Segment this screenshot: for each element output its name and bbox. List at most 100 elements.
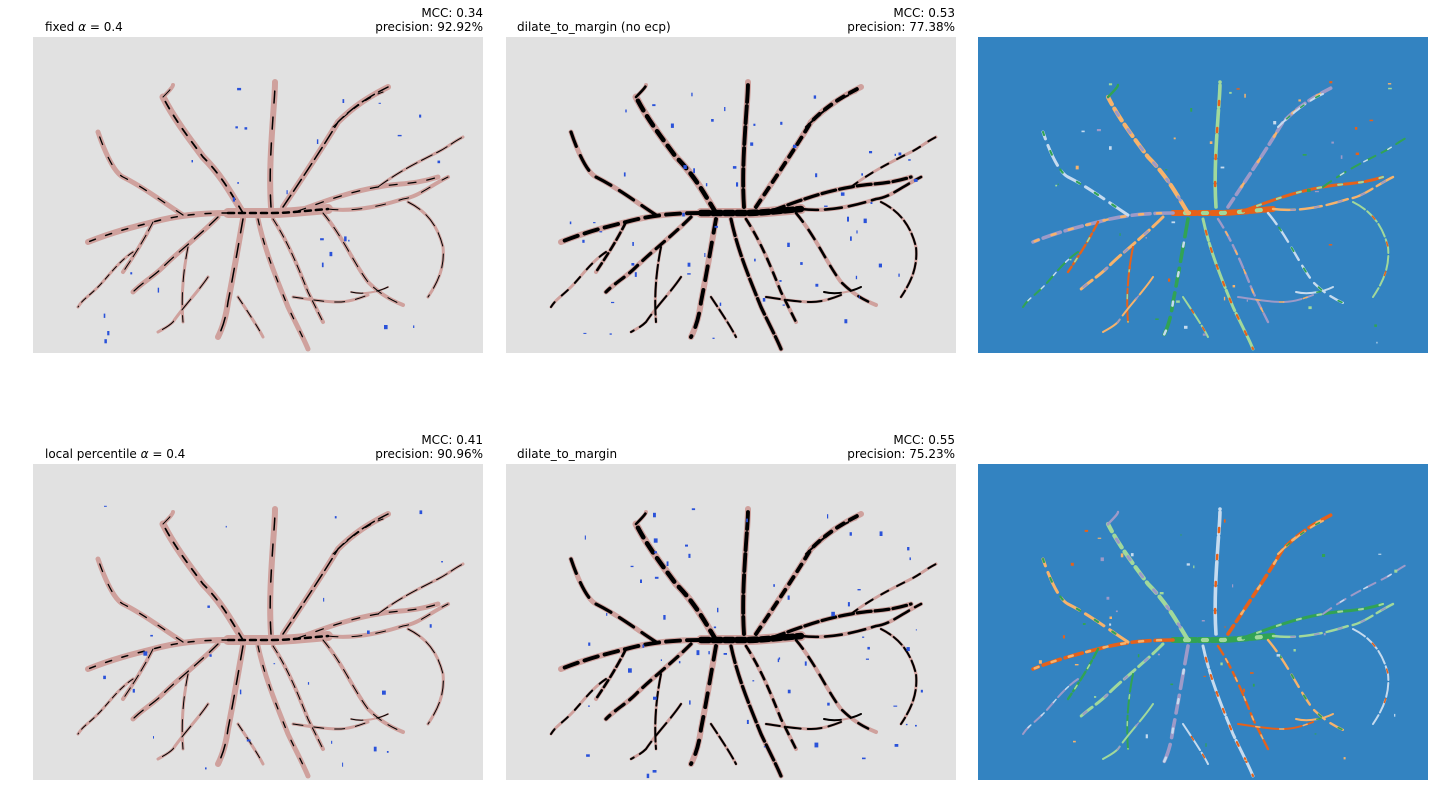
false-positive-speck	[714, 225, 718, 228]
labeled-segment	[1352, 628, 1390, 725]
label-speck	[1202, 333, 1207, 336]
false-positive-speck	[693, 168, 695, 173]
false-positive-speck	[778, 657, 781, 660]
false-positive-speck	[623, 172, 626, 177]
labeled-segment	[1076, 642, 1165, 721]
label-speck	[1109, 146, 1112, 150]
false-positive-speck	[378, 102, 381, 104]
label-speck	[1331, 141, 1334, 144]
false-positive-speck	[246, 739, 251, 742]
labeled-segment	[1213, 80, 1222, 209]
false-positive-speck	[653, 512, 656, 518]
labeled-segment	[1022, 678, 1079, 735]
false-positive-speck	[342, 762, 344, 767]
false-positive-speck	[331, 740, 333, 744]
false-positive-speck	[907, 547, 910, 551]
false-positive-speck	[104, 505, 107, 507]
false-positive-speck	[646, 773, 650, 779]
false-positive-speck	[663, 615, 666, 620]
false-positive-speck	[850, 236, 852, 241]
label-speck	[1374, 324, 1377, 327]
label-speck	[1273, 121, 1277, 125]
false-positive-speck	[682, 212, 685, 217]
false-positive-speck	[237, 87, 242, 91]
segmentation-overlay	[823, 713, 862, 722]
false-positive-speck	[584, 535, 586, 540]
false-positive-speck	[606, 613, 608, 616]
labeled-segment	[1352, 201, 1390, 298]
false-positive-speck	[814, 742, 819, 748]
labeled-segment	[1031, 211, 1175, 244]
label-speck	[1055, 184, 1058, 187]
false-positive-speck	[844, 319, 848, 324]
segmentation-overlay	[282, 86, 389, 208]
false-positive-speck	[750, 142, 754, 146]
false-positive-speck	[870, 202, 873, 204]
labeled-segment	[1106, 83, 1120, 99]
segmentation-overlay	[327, 603, 449, 638]
false-positive-speck	[569, 221, 572, 225]
label-speck	[1069, 258, 1072, 261]
label-speck	[1232, 584, 1234, 588]
image-panel-labels-top	[978, 37, 1428, 353]
false-positive-speck	[593, 222, 596, 224]
labeled-segment	[1182, 723, 1209, 765]
labeled-segment	[1106, 522, 1190, 642]
segmentation-overlay	[654, 246, 662, 323]
segmentation-overlay	[292, 294, 369, 303]
false-positive-speck	[804, 661, 807, 666]
segmentation-overlay	[765, 294, 842, 303]
label-speck	[1322, 554, 1326, 557]
vessel-image-dilate-no-ecp	[506, 37, 956, 353]
false-positive-speck	[691, 92, 693, 97]
segmentation-overlay	[407, 201, 444, 298]
segmentation-overlay	[322, 212, 404, 306]
segmentation-overlay	[327, 176, 449, 211]
false-positive-speck	[373, 746, 377, 752]
false-positive-speck	[862, 757, 866, 760]
segmentation-overlay	[604, 215, 693, 294]
false-positive-speck	[691, 508, 696, 511]
label-map-bottom	[978, 464, 1428, 780]
false-positive-speck	[239, 689, 242, 695]
labeled-segment	[1041, 557, 1130, 644]
false-positive-speck	[632, 242, 634, 246]
segmentation-overlay	[181, 673, 189, 750]
false-positive-speck	[652, 770, 657, 773]
false-positive-speck	[736, 182, 739, 187]
panel-title-dilate: dilate_to_margin	[517, 447, 618, 461]
false-positive-speck	[687, 262, 691, 267]
precision-dilate: precision: 75.23%	[847, 447, 955, 461]
label-speck	[1161, 643, 1164, 646]
label-speck	[1094, 696, 1097, 698]
segmentation-overlay	[630, 703, 682, 760]
label-speck	[1137, 654, 1140, 658]
image-panel-dilate	[506, 464, 956, 780]
false-positive-speck	[334, 516, 337, 519]
segmentation-overlay	[765, 721, 842, 730]
false-positive-speck	[847, 602, 850, 607]
label-speck	[1100, 557, 1104, 562]
label-speck	[1168, 278, 1171, 282]
false-positive-speck	[732, 166, 737, 169]
label-map-top	[978, 37, 1428, 353]
segmentation-overlay	[237, 723, 264, 765]
segmentation-overlay	[181, 246, 189, 323]
labeled-segment	[1201, 644, 1255, 778]
labeled-segment	[1295, 713, 1334, 722]
false-positive-speck	[419, 114, 422, 118]
false-positive-speck	[800, 262, 803, 265]
false-positive-speck	[582, 239, 585, 243]
false-positive-speck	[787, 242, 790, 247]
segmentation-overlay	[122, 221, 154, 273]
false-positive-speck	[625, 109, 627, 113]
false-positive-speck	[630, 565, 634, 568]
labeled-segment	[1237, 294, 1314, 303]
label-speck	[1388, 87, 1392, 90]
false-positive-speck	[150, 634, 153, 637]
false-positive-speck	[905, 723, 908, 726]
false-positive-speck	[666, 561, 669, 566]
label-speck	[1314, 190, 1319, 193]
false-positive-speck	[683, 165, 687, 169]
false-positive-speck	[867, 646, 870, 650]
